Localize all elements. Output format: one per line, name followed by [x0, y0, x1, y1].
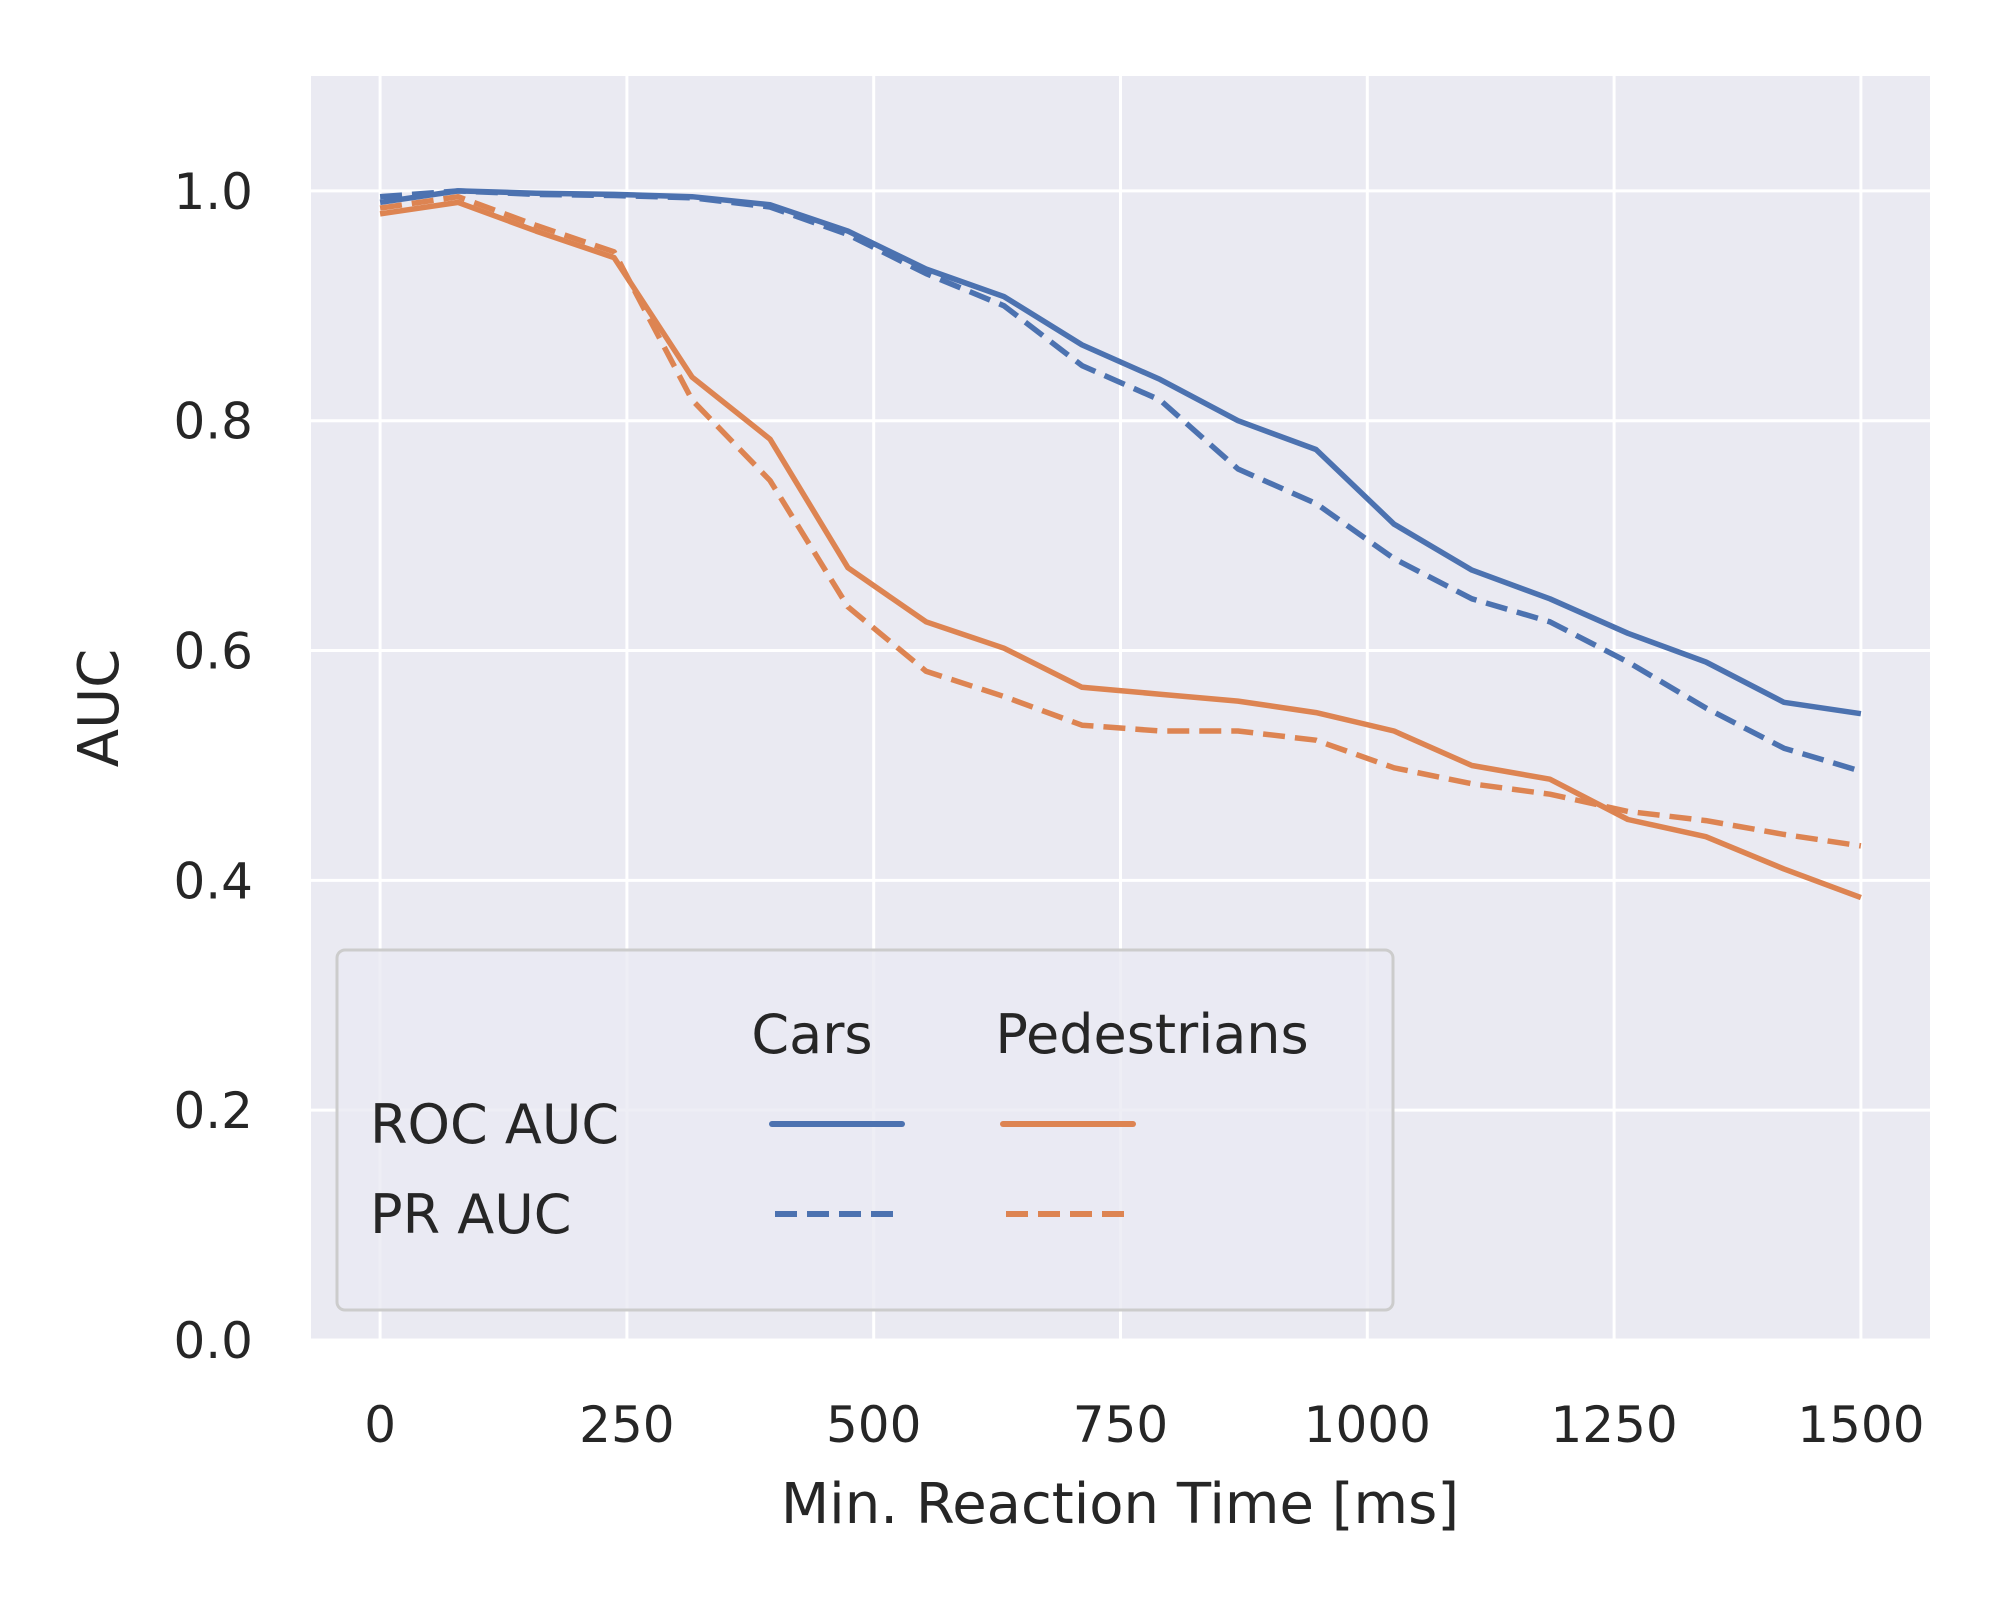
- y-tick-label: 1.0: [173, 163, 253, 221]
- y-tick-label: 0.0: [173, 1312, 253, 1370]
- x-tick-label: 1250: [1550, 1396, 1677, 1454]
- legend-box: [335, 948, 1395, 1312]
- y-tick-labels: 0.0 0.2 0.4 0.6 0.8 1.0: [173, 163, 253, 1370]
- x-tick-labels: 0 250 500 750 1000 1250 1500: [364, 1396, 1924, 1454]
- x-axis-label: Min. Reaction Time [ms]: [781, 1472, 1459, 1537]
- series-line-cars-pr-auc: [379, 188, 1862, 774]
- x-tick-label: 750: [1073, 1396, 1168, 1454]
- y-tick-label: 0.6: [173, 623, 253, 681]
- y-tick-label: 0.2: [173, 1082, 253, 1140]
- series-lines: [379, 188, 1862, 901]
- series-line-cars-roc-auc: [379, 188, 1862, 717]
- x-tick-label: 1000: [1304, 1396, 1431, 1454]
- legend-row-roc-auc: ROC AUC: [370, 1093, 619, 1156]
- x-tick-label: 1500: [1797, 1396, 1924, 1454]
- series-line-pedestrians-pr-auc: [379, 193, 1862, 849]
- x-tick-label: 500: [826, 1396, 921, 1454]
- x-tick-label: 0: [364, 1396, 396, 1454]
- x-tick-label: 250: [579, 1396, 674, 1454]
- legend: Cars Pedestrians ROC AUC PR AUC: [335, 948, 1395, 1312]
- y-tick-label: 0.4: [173, 852, 253, 910]
- y-tick-label: 0.8: [173, 393, 253, 451]
- legend-header-cars: Cars: [751, 1003, 872, 1066]
- legend-header-pedestrians: Pedestrians: [995, 1003, 1308, 1066]
- legend-row-pr-auc: PR AUC: [370, 1183, 571, 1246]
- y-axis-label: AUC: [67, 649, 132, 767]
